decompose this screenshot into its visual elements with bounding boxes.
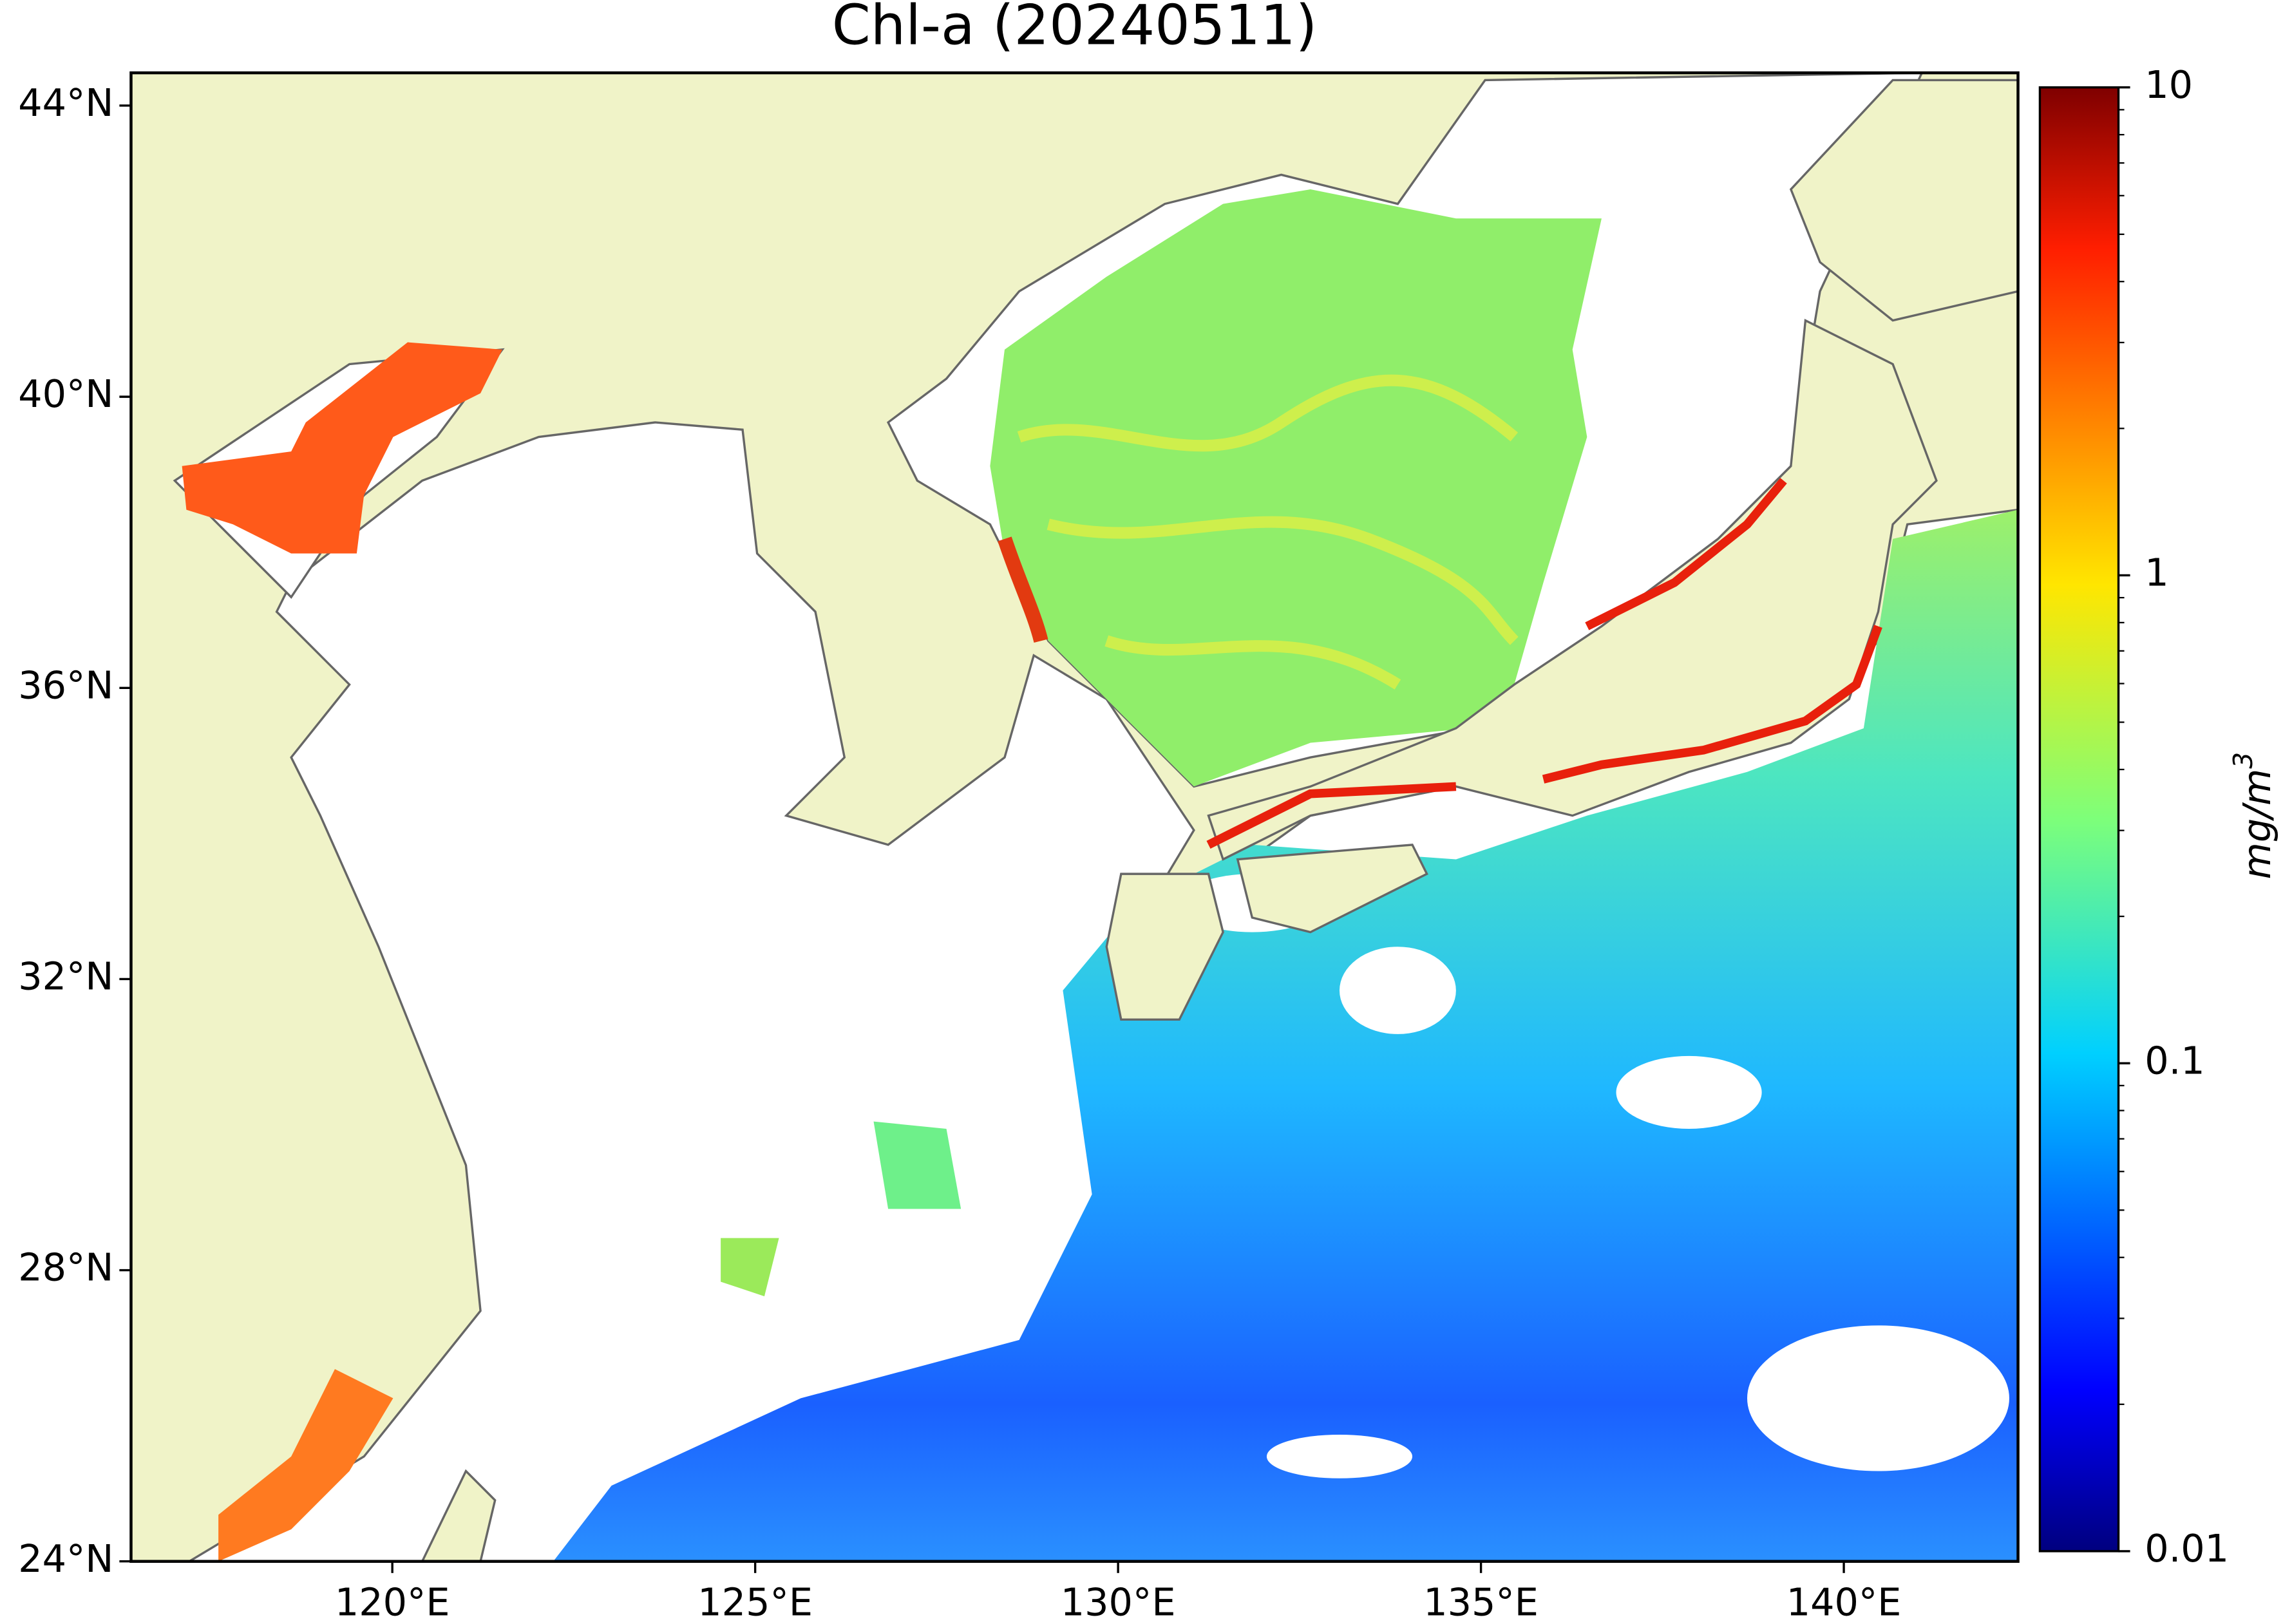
chl-patch <box>873 1121 962 1209</box>
chl-patch <box>721 1238 779 1297</box>
colorbar <box>2038 86 2120 1553</box>
colorbar-label: mg/m3 <box>2228 752 2279 880</box>
chl-streak <box>1017 374 1519 690</box>
chl-patch <box>990 189 1602 787</box>
colorbar-tick-label: 1 <box>2145 551 2168 595</box>
chl-patch <box>218 1369 393 1562</box>
map-frame <box>129 71 2020 1563</box>
japan <box>1207 318 1938 861</box>
japan <box>1236 844 1428 934</box>
x-tick-label: 135°E <box>1423 1580 1539 1624</box>
chl-patch <box>182 342 502 554</box>
x-tick-label: 130°E <box>1061 1580 1176 1624</box>
map-title: Chl-a (20240511) <box>832 0 1317 58</box>
chl-coastal <box>998 536 1048 643</box>
y-tick-label: 40°N <box>18 372 113 416</box>
chl-patch <box>553 509 2018 1562</box>
colorbar-tick-label: 0.01 <box>2145 1526 2229 1571</box>
colorbar-tick-label: 0.1 <box>2145 1038 2204 1082</box>
chl-coastal <box>1206 478 1882 849</box>
x-tick-label: 125°E <box>697 1580 813 1624</box>
x-tick-label: 140°E <box>1786 1580 1902 1624</box>
japan <box>1789 79 2018 322</box>
taiwan <box>421 1469 497 1562</box>
y-tick-label: 32°N <box>18 954 113 999</box>
map-area <box>131 73 2018 1562</box>
y-tick-label: 24°N <box>18 1536 113 1581</box>
y-tick-label: 28°N <box>18 1245 113 1290</box>
y-tick-label: 44°N <box>18 80 113 125</box>
y-tick-label: 36°N <box>18 663 113 707</box>
japan <box>1105 873 1224 1021</box>
colorbar-label-sup: 3 <box>2228 752 2259 769</box>
colorbar-tick-label: 10 <box>2145 62 2193 107</box>
x-tick-label: 120°E <box>335 1580 450 1624</box>
colorbar-label-text: mg/m <box>2235 769 2279 880</box>
